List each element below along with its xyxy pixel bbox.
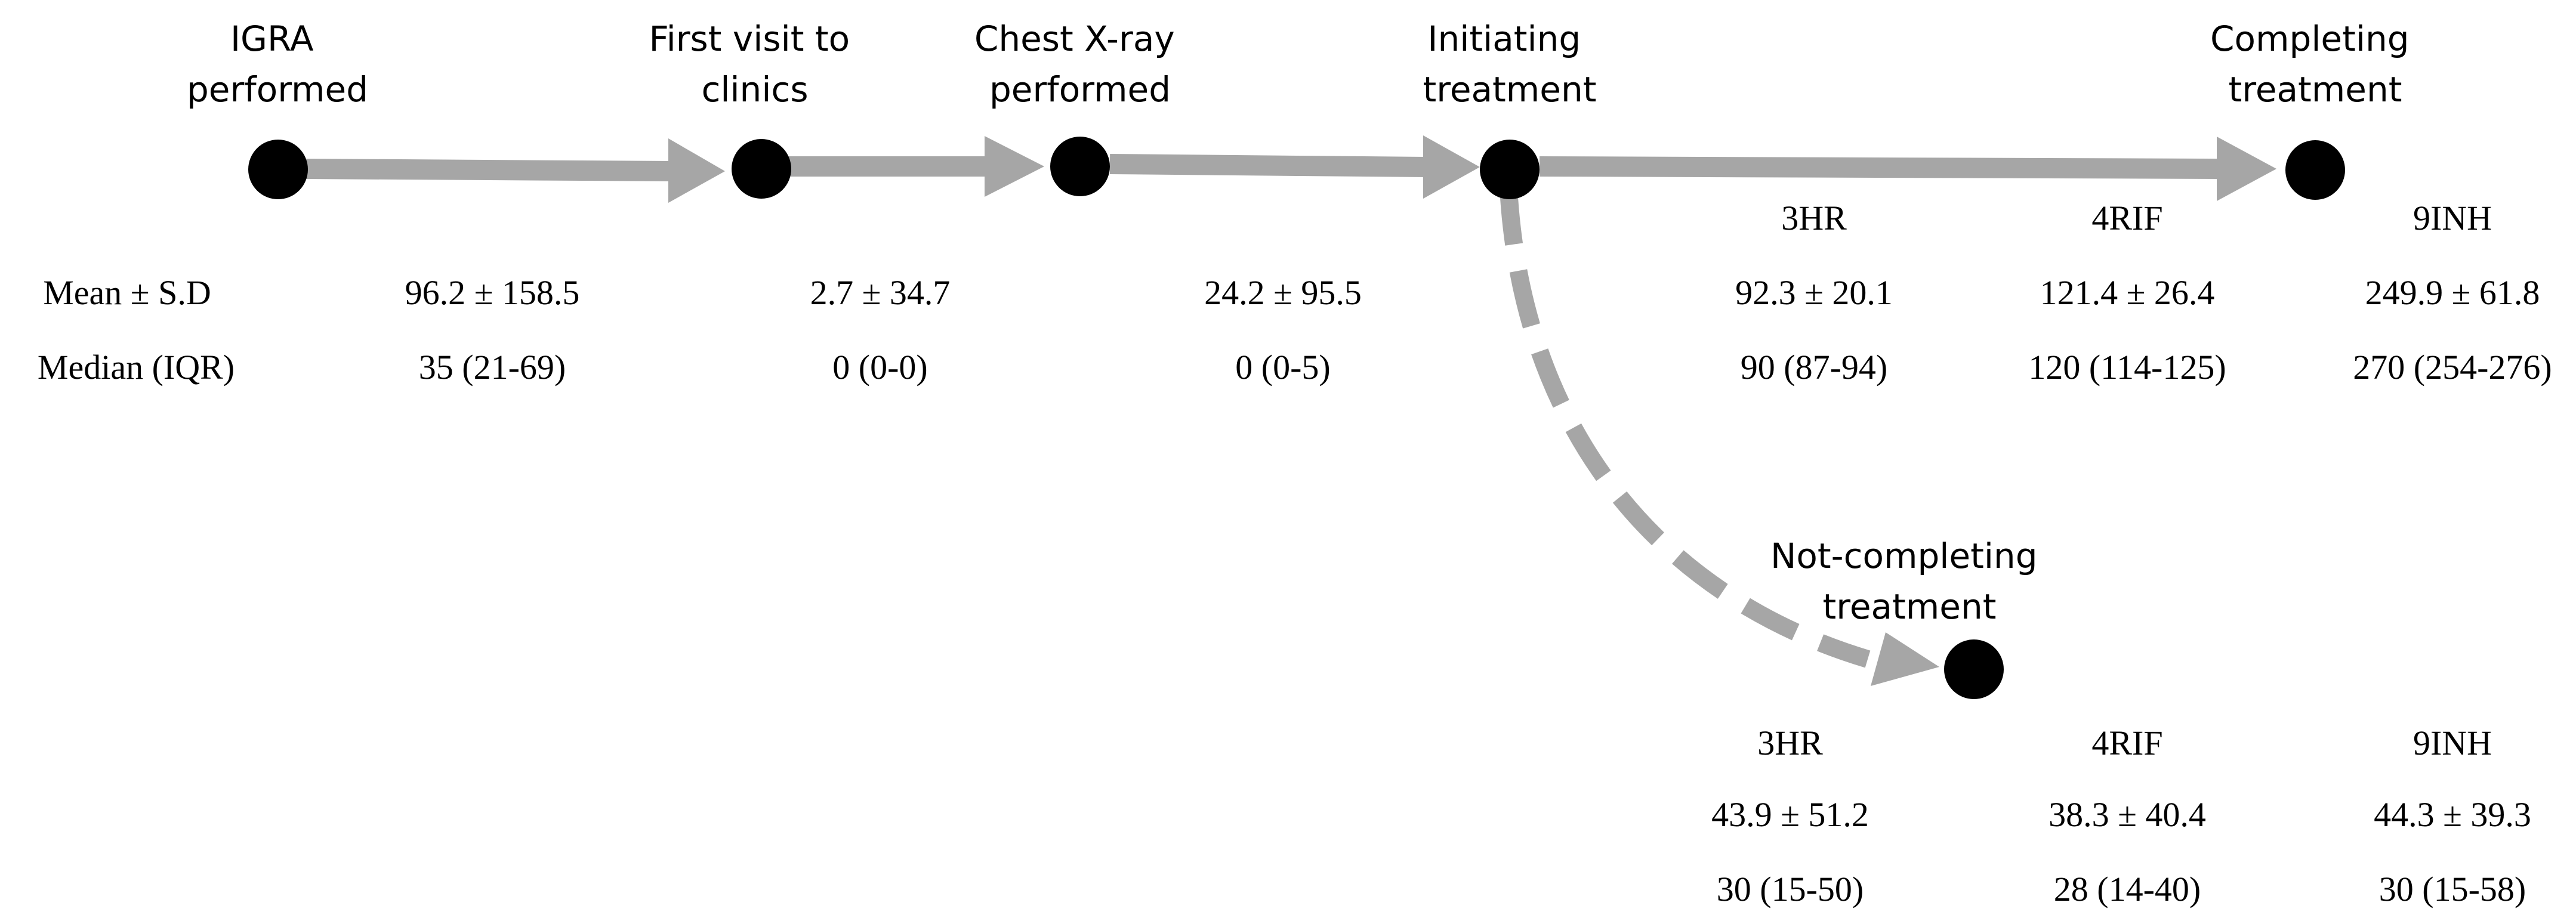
- stage-label-initiating: Initiating treatment: [1423, 18, 1597, 110]
- arrow-igra-to-first-visit-head: [668, 138, 725, 203]
- stage-label-igra-line-1: IGRA: [230, 18, 314, 59]
- interval-3-mean: 24.2 ± 95.5: [1204, 273, 1362, 312]
- dashed-curve-arrow-head: [1871, 632, 1939, 686]
- row-labels: Mean ± S.D Median (IQR): [38, 273, 235, 387]
- completing-regimen-4rif-mean: 121.4 ± 26.4: [2040, 273, 2215, 312]
- arrow-chest-xray-to-initiating: [1109, 154, 1427, 177]
- node-chest-xray: [1050, 137, 1110, 196]
- not-completing-regimen-9inh-median: 30 (15-58): [2379, 870, 2526, 908]
- stage-label-completing-line-2: treatment: [2229, 69, 2402, 110]
- completing-regimen-4rif-name: 4RIF: [2091, 199, 2162, 237]
- completing-regimen-9inh-median: 270 (254-276): [2353, 348, 2552, 387]
- completing-regimen-9inh-name: 9INH: [2413, 199, 2492, 237]
- completing-regimen-9inh-mean: 249.9 ± 61.8: [2365, 273, 2540, 312]
- arrow-first-visit-to-chest-xray-head: [985, 136, 1044, 197]
- row-label-median: Median (IQR): [38, 348, 235, 387]
- stage-label-first-visit: First visit to clinics: [649, 18, 860, 110]
- interval-1-median: 35 (21-69): [419, 348, 566, 387]
- not-completing-arrow: [1500, 187, 1939, 686]
- node-initiating: [1480, 140, 1540, 199]
- row-label-mean: Mean ± S.D: [43, 273, 211, 312]
- stage-label-completing: Completing treatment: [2210, 18, 2420, 110]
- stage-label-not-completing: Not-completing treatment: [1770, 536, 2049, 627]
- dashed-curve-arrow: [1500, 187, 1871, 668]
- completing-regimen-3hr-mean: 92.3 ± 20.1: [1735, 273, 1893, 312]
- stage-label-not-completing-line-2: treatment: [1823, 586, 1997, 627]
- not-completing-regimen-3hr-name: 3HR: [1757, 724, 1823, 762]
- completing-regimens: 3HR 92.3 ± 20.1 90 (87-94) 4RIF 121.4 ± …: [1735, 199, 2552, 387]
- node-first-visit: [732, 139, 791, 199]
- arrow-chest-xray-to-initiating-head: [1423, 135, 1480, 199]
- stage-label-initiating-line-2: treatment: [1423, 69, 1597, 110]
- interval-2-median: 0 (0-0): [832, 348, 927, 387]
- interval-2-mean: 2.7 ± 34.7: [810, 273, 951, 312]
- not-completing-regimen-4rif-name: 4RIF: [2091, 724, 2162, 762]
- stage-label-first-visit-line-2: clinics: [701, 69, 808, 110]
- arrow-initiating-to-completing: [1539, 156, 2220, 179]
- completing-regimen-4rif-median: 120 (114-125): [2028, 348, 2226, 387]
- not-completing-regimen-9inh-mean: 44.3 ± 39.3: [2374, 795, 2531, 834]
- stage-label-chest-xray-line-2: performed: [989, 69, 1171, 110]
- stage-label-initiating-line-1: Initiating: [1427, 18, 1581, 59]
- node-igra: [248, 140, 308, 199]
- not-completing-regimen-4rif-median: 28 (14-40): [2054, 870, 2201, 908]
- not-completing-regimen-9inh-name: 9INH: [2413, 724, 2492, 762]
- interval-stats: 96.2 ± 158.5 35 (21-69) 2.7 ± 34.7 0 (0-…: [405, 273, 1362, 387]
- interval-3-median: 0 (0-5): [1235, 348, 1330, 387]
- not-completing-regimen-3hr-median: 30 (15-50): [1717, 870, 1864, 908]
- arrow-initiating-to-completing-head: [2217, 137, 2276, 201]
- stage-label-completing-line-1: Completing: [2210, 18, 2410, 59]
- stage-label-chest-xray-line-1: Chest X-ray: [974, 18, 1175, 59]
- not-completing-regimen-3hr-mean: 43.9 ± 51.2: [1711, 795, 1869, 834]
- stage-label-igra: IGRA performed: [187, 18, 368, 110]
- stage-label-igra-line-2: performed: [187, 69, 368, 110]
- completing-regimen-3hr-name: 3HR: [1781, 199, 1847, 237]
- main-timeline-arrows: [304, 135, 2276, 203]
- stage-label-not-completing-line-1: Not-completing: [1770, 536, 2037, 576]
- stage-labels: IGRA performed First visit to clinics Ch…: [187, 18, 2420, 627]
- arrow-igra-to-first-visit: [304, 159, 675, 181]
- interval-1-mean: 96.2 ± 158.5: [405, 273, 580, 312]
- not-completing-regimen-4rif-mean: 38.3 ± 40.4: [2049, 795, 2206, 834]
- stage-label-chest-xray: Chest X-ray performed: [974, 18, 1186, 110]
- not-completing-regimens: 3HR 43.9 ± 51.2 30 (15-50) 4RIF 38.3 ± 4…: [1711, 724, 2531, 908]
- timeline-nodes: [248, 137, 2345, 699]
- stage-label-first-visit-line-1: First visit to: [649, 18, 850, 59]
- completing-regimen-3hr-median: 90 (87-94): [1741, 348, 1887, 387]
- node-completing: [2285, 140, 2345, 200]
- node-not-completing: [1944, 639, 2004, 699]
